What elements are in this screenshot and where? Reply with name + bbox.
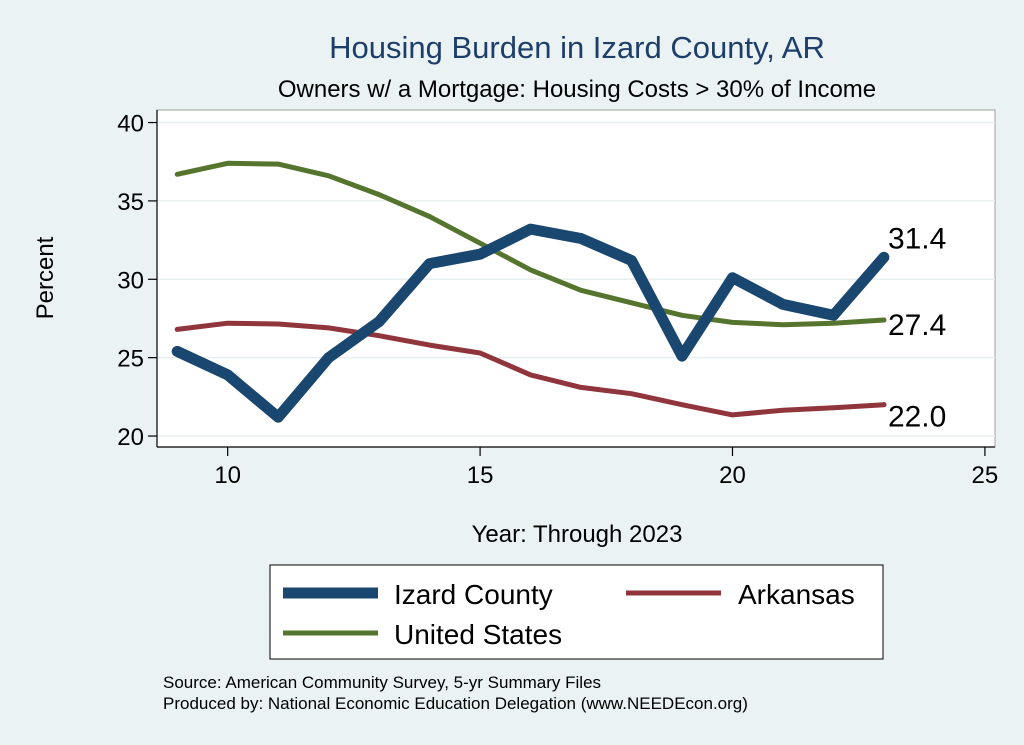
x-tick-label-20: 20 bbox=[719, 462, 746, 489]
legend-label-united-states: United States bbox=[394, 619, 562, 650]
legend-label-arkansas: Arkansas bbox=[738, 579, 855, 610]
gridlines bbox=[157, 121, 995, 437]
y-tick-label-20: 20 bbox=[117, 424, 144, 451]
y-axis-label: Percent bbox=[32, 236, 59, 319]
x-tick-label-15: 15 bbox=[467, 462, 494, 489]
legend-label-izard-county: Izard County bbox=[394, 579, 553, 610]
x-tick-label-25: 25 bbox=[972, 462, 999, 489]
y-tick-label-35: 35 bbox=[117, 189, 144, 216]
series-group: 27.4 22.0 31.4 bbox=[171, 160, 946, 434]
legend-box bbox=[269, 564, 884, 660]
series-line-united-states bbox=[174, 160, 887, 328]
x-axis-label: Year: Through 2023 bbox=[472, 521, 683, 548]
x-ticks: 10 15 20 25 bbox=[214, 447, 998, 489]
series-line-arkansas bbox=[174, 320, 887, 418]
end-label-united-states: 27.4 bbox=[888, 309, 946, 342]
produced-by-note: Produced by: National Economic Education… bbox=[163, 694, 748, 713]
end-label-arkansas: 22.0 bbox=[888, 401, 946, 434]
series-end-marker-united-states bbox=[881, 317, 887, 323]
source-note: Source: American Community Survey, 5-yr … bbox=[163, 673, 601, 692]
series-line-izard-county bbox=[171, 223, 890, 423]
chart-title: Housing Burden in Izard County, AR bbox=[329, 30, 825, 65]
y-ticks: 20 25 30 35 40 bbox=[117, 111, 157, 451]
legend: Izard County Arkansas United States bbox=[269, 564, 884, 660]
x-tick-label-10: 10 bbox=[214, 462, 241, 489]
chart-subtitle: Owners w/ a Mortgage: Housing Costs > 30… bbox=[278, 76, 876, 103]
y-tick-label-30: 30 bbox=[117, 267, 144, 294]
series-end-marker-izard-county bbox=[881, 254, 887, 260]
end-label-izard-county: 31.4 bbox=[888, 222, 946, 255]
y-tick-label-40: 40 bbox=[117, 111, 144, 138]
series-end-marker-arkansas bbox=[881, 402, 887, 408]
y-tick-label-25: 25 bbox=[117, 346, 144, 373]
